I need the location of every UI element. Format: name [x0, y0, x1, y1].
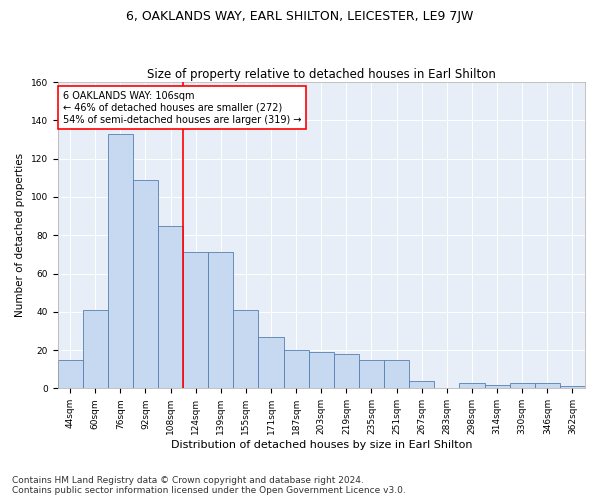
Bar [485, 384, 509, 388]
Bar [58, 360, 83, 388]
Title: Size of property relative to detached houses in Earl Shilton: Size of property relative to detached ho… [147, 68, 496, 81]
Text: 6 OAKLANDS WAY: 106sqm
← 46% of detached houses are smaller (272)
54% of semi-de: 6 OAKLANDS WAY: 106sqm ← 46% of detached… [63, 92, 301, 124]
Bar [409, 380, 434, 388]
Bar [309, 352, 334, 389]
Text: 6, OAKLANDS WAY, EARL SHILTON, LEICESTER, LE9 7JW: 6, OAKLANDS WAY, EARL SHILTON, LEICESTER… [127, 10, 473, 23]
Bar [535, 382, 560, 388]
Bar [560, 386, 585, 388]
Text: Contains HM Land Registry data © Crown copyright and database right 2024.
Contai: Contains HM Land Registry data © Crown c… [12, 476, 406, 495]
Bar [284, 350, 309, 389]
Bar [359, 360, 384, 388]
Bar [460, 382, 485, 388]
Bar [133, 180, 158, 388]
Bar [208, 252, 233, 388]
Bar [83, 310, 108, 388]
Bar [233, 310, 259, 388]
Bar [334, 354, 359, 388]
Y-axis label: Number of detached properties: Number of detached properties [15, 153, 25, 318]
Bar [158, 226, 183, 388]
Bar [259, 336, 284, 388]
Bar [384, 360, 409, 388]
X-axis label: Distribution of detached houses by size in Earl Shilton: Distribution of detached houses by size … [170, 440, 472, 450]
Bar [509, 382, 535, 388]
Bar [183, 252, 208, 388]
Bar [108, 134, 133, 388]
